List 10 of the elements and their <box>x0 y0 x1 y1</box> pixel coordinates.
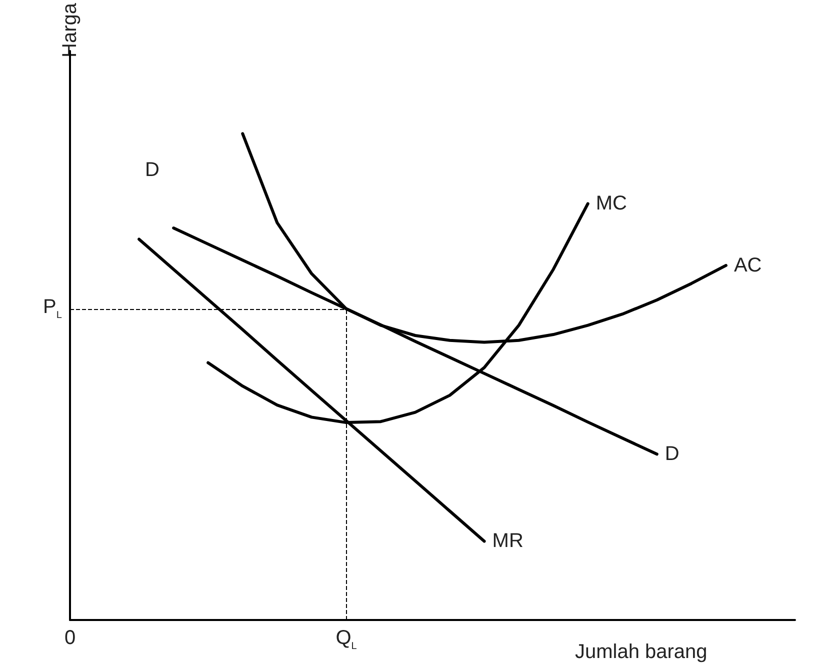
x-tick-label: Q$_{L}$ <box>336 627 357 652</box>
annotation: D <box>145 159 160 181</box>
y-axis-title: Harga <box>59 2 81 58</box>
series-label: MR <box>492 530 524 552</box>
ref-line-label: P$_{L}$ <box>43 296 62 321</box>
x-axis-title: Jumlah barang <box>575 641 708 663</box>
series-label: AC <box>734 254 762 276</box>
series-label: D <box>664 443 680 466</box>
series-label: MC <box>596 192 627 215</box>
x-tick-label: 0 <box>64 627 76 649</box>
